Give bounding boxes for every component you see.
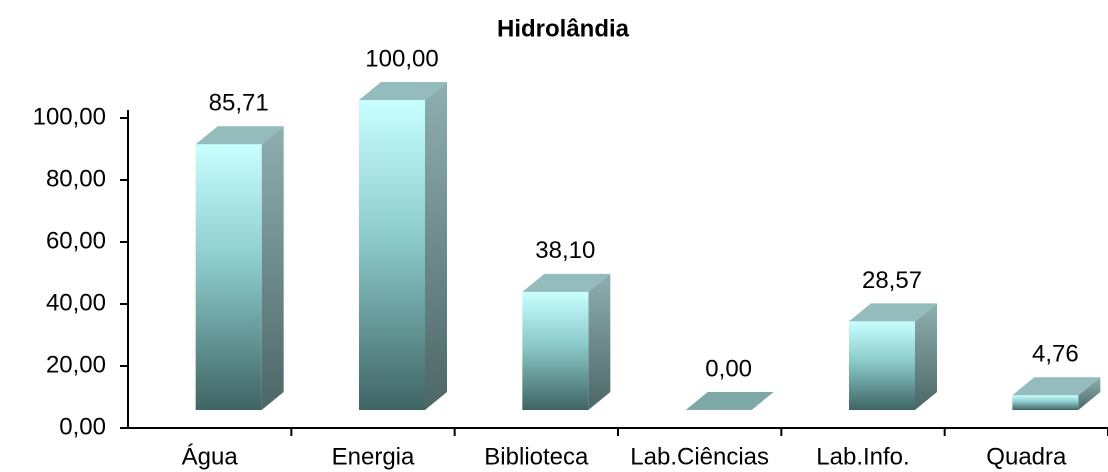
- bar: [195, 126, 284, 410]
- value-label: 100,00: [365, 45, 438, 72]
- y-tick-label: 100,00: [33, 103, 106, 130]
- y-tick-label: 40,00: [46, 289, 106, 316]
- bar: [522, 273, 611, 410]
- bar-side: [1078, 377, 1101, 410]
- bar-top: [849, 303, 937, 322]
- value-label: 4,76: [1032, 341, 1079, 368]
- bar-front: [195, 144, 262, 410]
- x-tick-label: Energia: [332, 443, 415, 470]
- bar: [1012, 377, 1101, 410]
- bar-top: [195, 126, 284, 145]
- bar-top: [522, 273, 611, 292]
- y-tick-label: 80,00: [46, 165, 106, 192]
- bar-side: [588, 273, 611, 410]
- bar-side: [915, 303, 937, 410]
- bar-front: [1012, 395, 1079, 410]
- bar-front: [359, 100, 425, 410]
- value-label: 28,57: [862, 267, 922, 294]
- value-label: 38,10: [535, 237, 595, 264]
- value-label: 0,00: [705, 355, 752, 382]
- x-tick-label: Água: [182, 443, 239, 470]
- bar: [685, 392, 774, 410]
- value-label: 85,71: [209, 90, 269, 117]
- x-tick-label: Biblioteca: [484, 443, 589, 470]
- bar-front: [849, 321, 915, 410]
- y-tick-label: 0,00: [59, 413, 106, 440]
- bar-top: [1012, 377, 1101, 396]
- bar: [359, 82, 447, 410]
- x-tick-label: Lab.Info.: [816, 443, 909, 470]
- y-tick-label: 20,00: [46, 351, 106, 378]
- bar-top: [685, 392, 774, 410]
- bar-top: [359, 82, 447, 100]
- x-tick-label: Quadra: [986, 443, 1067, 470]
- chart-title: Hidrolândia: [497, 15, 630, 42]
- bar-side: [261, 126, 284, 410]
- y-tick-label: 60,00: [46, 227, 106, 254]
- bar: [849, 303, 937, 410]
- bar-side: [425, 82, 447, 410]
- bar-front: [522, 291, 589, 410]
- x-tick-label: Lab.Ciências: [630, 443, 769, 470]
